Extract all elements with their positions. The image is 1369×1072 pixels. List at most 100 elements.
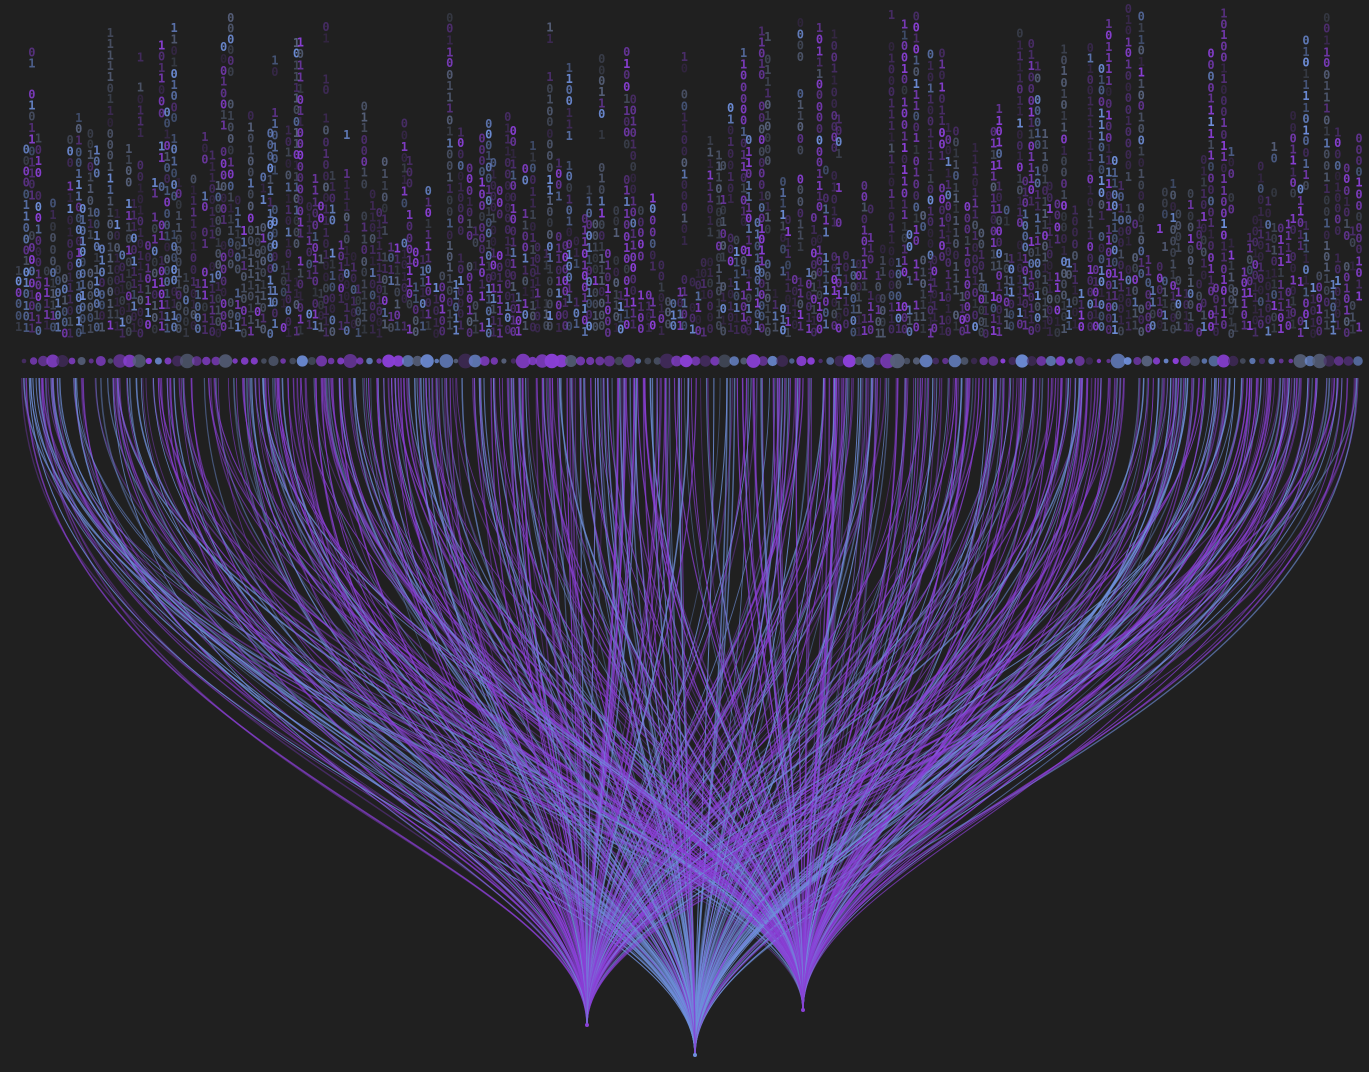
binary-digit: 1 [931, 276, 938, 290]
binary-digit: 0 [1270, 186, 1277, 200]
binary-digit: 0 [93, 240, 100, 254]
binary-digit: 0 [1257, 283, 1264, 297]
flow-link [586, 377, 1185, 1026]
binary-digit: 1 [534, 286, 541, 300]
binary-digit: 0 [412, 303, 419, 317]
binary-digit: 0 [1252, 213, 1259, 227]
binary-digit: 1 [913, 77, 920, 91]
source-node [412, 355, 423, 367]
binary-digit: 0 [1161, 275, 1168, 289]
binary-digit: 0 [406, 220, 413, 234]
binary-digit: 1 [1323, 79, 1330, 93]
binary-digit: 1 [1060, 64, 1067, 78]
source-node [653, 357, 662, 365]
binary-digit: 1 [1003, 318, 1010, 332]
binary-digit: 0 [260, 221, 267, 235]
binary-digit: 0 [401, 236, 408, 250]
binary-digit: 1 [784, 281, 791, 295]
binary-digit: 1 [995, 180, 1002, 194]
binary-digit: 1 [598, 194, 605, 208]
binary-digit: 0 [546, 137, 553, 151]
binary-digit: 1 [1071, 273, 1078, 287]
binary-digit: 1 [361, 311, 368, 325]
binary-digit: 0 [1138, 10, 1145, 24]
binary-digit: 1 [522, 218, 529, 232]
binary-digit: 0 [1138, 267, 1145, 281]
binary-digit: 0 [816, 156, 823, 170]
binary-digit: 0 [990, 213, 997, 227]
binary-digit: 0 [306, 308, 313, 322]
binary-digit: 0 [329, 191, 336, 205]
binary-digit: 1 [1111, 176, 1118, 190]
binary-digit: 0 [1117, 236, 1124, 250]
binary-digit: 0 [1289, 306, 1296, 320]
binary-digit: 0 [1200, 198, 1207, 212]
binary-digit: 1 [529, 299, 536, 313]
binary-digit: 0 [715, 319, 722, 333]
binary-digit: 0 [715, 251, 722, 265]
binary-digit: 0 [1220, 262, 1227, 276]
binary-digit: 0 [758, 133, 765, 147]
binary-digit: 0 [1028, 257, 1035, 271]
binary-digit: 1 [581, 235, 588, 249]
binary-digit: 0 [1323, 228, 1330, 242]
binary-digit: 1 [322, 248, 329, 262]
binary-digit: 1 [1016, 205, 1023, 219]
flow-link [802, 377, 837, 1011]
binary-digit: 0 [285, 157, 292, 171]
binary-digit: 0 [835, 322, 842, 336]
binary-digit: 0 [1098, 163, 1105, 177]
binary-digit: 0 [271, 306, 278, 320]
binary-digit: 1 [490, 247, 497, 261]
binary-digit: 0 [1169, 234, 1176, 248]
binary-digit: 0 [617, 323, 624, 337]
binary-digit: 1 [343, 255, 350, 269]
binary-digit: 0 [888, 289, 895, 303]
binary-digit: 1 [1323, 102, 1330, 116]
binary-digit: 1 [1105, 234, 1112, 248]
binary-digit: 0 [681, 307, 688, 321]
binary-digit: 1 [107, 206, 114, 220]
binary-digit: 1 [779, 264, 786, 278]
binary-digit: 0 [466, 184, 473, 198]
flow-link [493, 377, 588, 1026]
binary-digit: 0 [681, 99, 688, 113]
binary-digit: 1 [1125, 285, 1132, 299]
binary-digit: 0 [376, 316, 383, 330]
binary-digit: 0 [727, 243, 734, 257]
binary-digit: 1 [700, 288, 707, 302]
binary-digit: 0 [1232, 285, 1239, 299]
binary-digit: 1 [971, 207, 978, 221]
binary-digit: 1 [740, 58, 747, 72]
binary-digit: 1 [66, 191, 73, 205]
binary-digit: 0 [913, 177, 920, 191]
source-node [164, 357, 172, 365]
binary-digit: 0 [194, 300, 201, 314]
binary-digit: 1 [1041, 138, 1048, 152]
source-node [250, 357, 258, 365]
binary-digit: 0 [175, 300, 182, 314]
binary-digit: 1 [919, 310, 926, 324]
binary-digit: 0 [784, 258, 791, 272]
binary-digit: 0 [343, 211, 350, 225]
binary-digit: 0 [888, 210, 895, 224]
binary-digit: 1 [637, 289, 644, 303]
flow-link [802, 377, 1310, 1011]
binary-digit: 0 [79, 267, 86, 281]
binary-digit: 0 [1008, 320, 1015, 334]
binary-digit: 1 [990, 137, 997, 151]
flow-link [38, 377, 804, 1011]
binary-digit: 0 [485, 161, 492, 175]
binary-digit: 0 [850, 269, 857, 283]
flow-link [331, 377, 804, 1011]
binary-digit: 1 [1329, 288, 1336, 302]
binary-digit: 1 [740, 311, 747, 325]
binary-digit: 1 [446, 261, 453, 275]
binary-digit: 0 [990, 302, 997, 316]
binary-digit: 0 [170, 44, 177, 58]
flow-link [241, 377, 804, 1011]
binary-digit: 1 [835, 254, 842, 268]
binary-digit: 0 [406, 297, 413, 311]
binary-digit: 0 [163, 219, 170, 233]
binary-digit: 0 [322, 180, 329, 194]
